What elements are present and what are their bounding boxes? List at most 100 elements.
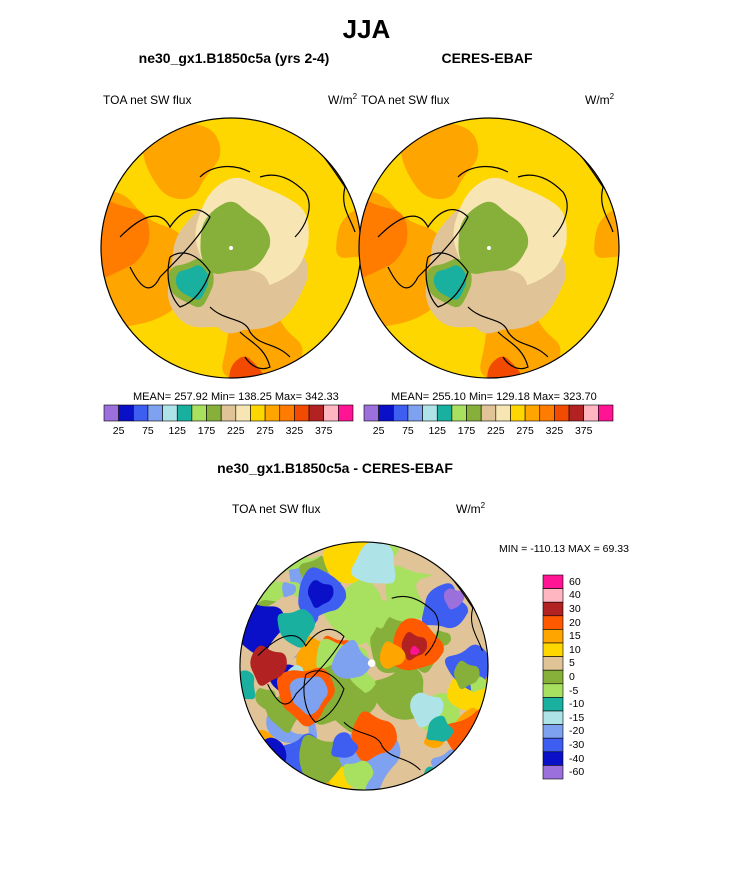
model-colorbar-swatch-13 [294, 404, 310, 422]
model-units-label: W/m2 [328, 92, 358, 107]
diff-tick-label: 15 [569, 630, 581, 643]
diff-coastline-3 [391, 595, 440, 656]
obs-polar-map [358, 117, 620, 379]
obs-colorbar-tick-label: 125 [428, 425, 446, 437]
coastline-0 [119, 209, 211, 289]
difference-minmax: MIN = -110.13 MAX = 69.33 [499, 543, 629, 555]
field-region-orange-east [594, 210, 619, 258]
diff-field [239, 541, 489, 791]
diff-swatch-10 [542, 710, 564, 725]
coastline-5 [199, 165, 251, 178]
field-region-darkorange-west [359, 198, 410, 279]
model-panel-title: ne30_gx1.B1850c5a (yrs 2-4) [138, 50, 330, 66]
field-region-red-south [487, 356, 523, 378]
obs-colorbar-swatch-10 [510, 404, 526, 422]
diff-swatch-5 [542, 642, 564, 657]
diff-swatch-13 [542, 751, 564, 766]
diff-tick-label: 60 [569, 575, 581, 588]
obs-colorbar-tick-label: 25 [372, 425, 385, 437]
coastline-2 [209, 306, 291, 358]
diff-patch-4 [239, 748, 260, 773]
model-colorbar-swatch-8 [220, 404, 237, 422]
model-colorbar-tick-label: 175 [197, 425, 216, 437]
obs-colorbar-tick-label: 325 [545, 425, 564, 437]
obs-colorbar-tick-label: 75 [402, 425, 414, 437]
diff-orange-center [379, 641, 407, 669]
obs-colorbar-swatch-12 [539, 404, 555, 422]
field-region-green-seaice [200, 201, 273, 274]
coastline-5 [457, 165, 509, 178]
diff-swatch-6 [542, 656, 564, 671]
model-colorbar-swatch-3 [147, 404, 163, 422]
diff-tick-label: -30 [569, 739, 585, 751]
obs-colorbar-tick-label: 175 [457, 425, 476, 437]
diff-coastline-2 [343, 721, 421, 771]
model-colorbar-swatch-4 [162, 404, 178, 422]
diff-coastline-0 [257, 628, 345, 705]
diff-patch-40 [239, 551, 268, 588]
coastline-2 [467, 306, 549, 358]
obs-colorbar-swatch-9 [495, 404, 511, 422]
coastline-1 [167, 252, 211, 308]
model-colorbar-tick-label: 325 [285, 425, 304, 437]
obs-colorbar-swatch-0 [363, 404, 379, 422]
coastline-3 [259, 174, 310, 238]
diff-swatch-3 [542, 615, 564, 630]
model-colorbar-swatch-10 [250, 404, 266, 422]
diff-pink-alaska [410, 645, 420, 655]
coastline-6 [239, 331, 271, 370]
model-colorbar [103, 404, 354, 422]
diff-patch-66 [351, 541, 397, 584]
field-region-tan-canada [460, 265, 530, 334]
diff-swatch-4 [542, 629, 564, 644]
coastline-3 [517, 174, 568, 238]
page-title: JJA [342, 14, 391, 44]
obs-colorbar-swatch-2 [392, 404, 409, 422]
coastline-1 [425, 252, 469, 308]
diff-map-border [239, 541, 489, 791]
diff-tick-label: 0 [569, 671, 575, 683]
diff-blue-ne [421, 583, 471, 629]
map-field [101, 118, 361, 378]
diff-tick-label: 20 [569, 616, 581, 629]
field-region-red-south [229, 356, 265, 378]
diff-swatch-12 [542, 737, 564, 753]
diff-swatch-2 [542, 601, 564, 617]
difference-colorbar [542, 574, 564, 780]
diff-patch-51 [364, 599, 395, 629]
diff-tick-label: -10 [569, 698, 585, 711]
obs-colorbar-swatch-5 [436, 404, 453, 422]
diff-swatch-1 [542, 588, 564, 603]
model-polar-map [100, 117, 362, 379]
difference-polar-map [239, 541, 489, 791]
north-pole-marker [487, 246, 491, 250]
obs-colorbar-swatch-16 [598, 404, 614, 422]
obs-colorbar-swatch-14 [568, 404, 585, 422]
model-variable-label: TOA net SW flux [103, 93, 192, 107]
coastline-6 [497, 331, 529, 370]
coastline-0 [377, 209, 469, 289]
obs-colorbar [363, 404, 614, 422]
field-region-green-seaice [458, 201, 531, 274]
obs-colorbar-tick-label: 375 [574, 425, 593, 437]
obs-colorbar-swatch-11 [524, 404, 541, 422]
model-colorbar-tick-label: 75 [142, 425, 154, 437]
diff-tick-label: -5 [569, 684, 579, 697]
diff-patch-56 [282, 581, 297, 598]
obs-colorbar-swatch-15 [583, 404, 599, 422]
diff-coastline-1 [303, 670, 345, 723]
difference-units-label: W/m2 [456, 501, 486, 516]
model-colorbar-swatch-5 [176, 404, 193, 422]
model-colorbar-swatch-15 [323, 404, 339, 422]
obs-colorbar-swatch-6 [451, 404, 467, 422]
map-border [358, 117, 620, 379]
diff-patch-28 [239, 730, 276, 773]
field-region-orange-east [336, 210, 361, 258]
model-colorbar-swatch-1 [118, 404, 134, 422]
obs-colorbar-tick-label: 275 [516, 425, 534, 437]
diff-patch-18 [260, 780, 278, 791]
diff-teal-west [277, 609, 317, 648]
diff-tick-label: 30 [569, 603, 581, 615]
model-colorbar-tick-label: 375 [314, 425, 333, 437]
diff-swatch-11 [542, 724, 564, 739]
